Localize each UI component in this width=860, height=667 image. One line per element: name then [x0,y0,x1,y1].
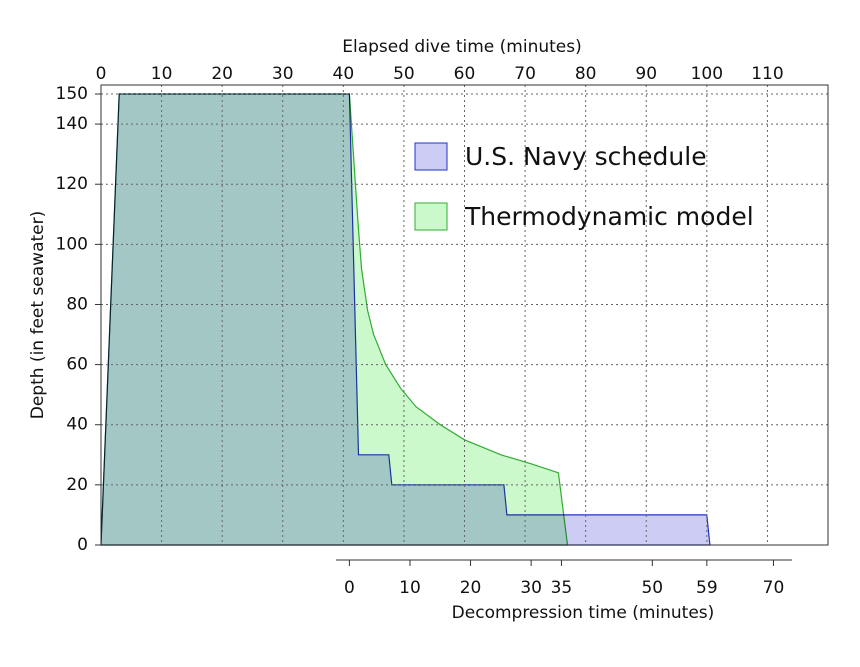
x-tick-label: 0 [96,64,107,84]
legend-label: U.S. Navy schedule [465,142,707,171]
x2-tick-label: 70 [763,578,785,598]
x2-tick-label: 59 [696,578,718,598]
x-axis-title: Elapsed dive time (minutes) [342,37,582,57]
plot-frame [100,84,829,546]
x-tick-label: 10 [151,64,173,84]
legend-label: Thermodynamic model [464,202,754,231]
y-tick-label: 40 [66,415,88,435]
y-tick-label: 120 [56,174,88,194]
legend-swatch [414,142,448,171]
x2-tick-label: 50 [641,578,663,598]
x-tick-label: 20 [211,64,233,84]
x-tick-label: 50 [393,64,415,84]
x2-axis-title: Decompression time (minutes) [452,603,715,623]
area [100,93,569,546]
y-tick-label: 140 [56,114,88,134]
x2-tick-label: 0 [344,578,355,598]
x2-tick-label: 10 [399,578,421,598]
legend-swatch [414,202,448,231]
y-tick-label: 80 [66,294,88,314]
x-tick-label: 110 [751,64,783,84]
x2-tick-label: 20 [460,578,482,598]
y-tick-label: 20 [66,475,88,495]
y-tick-label: 60 [66,355,88,375]
x-tick-label: 30 [272,64,294,84]
y-tick-label: 0 [77,535,88,555]
x-tick-label: 60 [454,64,476,84]
x-tick-label: 40 [333,64,355,84]
x-tick-label: 100 [691,64,723,84]
y-axis-title: Depth (in feet seawater) [28,211,48,420]
x2-tick-label: 35 [551,578,573,598]
x2-tick-label: 30 [520,578,542,598]
y-tick-label: 100 [56,234,88,254]
x-tick-label: 90 [635,64,657,84]
x-tick-label: 70 [514,64,536,84]
y-tick-label: 150 [56,84,88,104]
x-tick-label: 80 [575,64,597,84]
